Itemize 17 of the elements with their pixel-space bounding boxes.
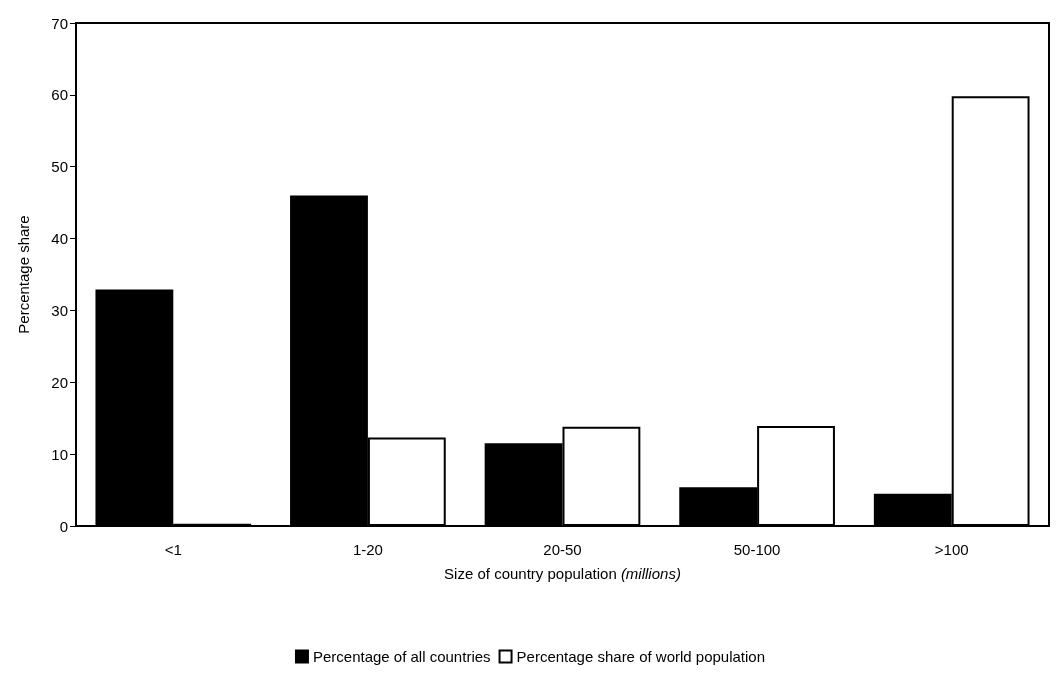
y-tick-label: 30	[51, 301, 68, 319]
legend-label: Percentage of all countries	[312, 648, 491, 665]
y-tick-label: 20	[51, 373, 68, 391]
x-tick-label: 20-50	[543, 541, 582, 558]
y-tick-label: 60	[51, 86, 68, 104]
x-tick-label: 1-20	[352, 541, 383, 558]
x-tick-label: >100	[934, 541, 969, 558]
x-tick-label: 50-100	[733, 541, 781, 558]
y-tick-label: 40	[51, 230, 68, 248]
y-tick-label: 10	[51, 445, 68, 463]
y-axis-title: Percentage share	[15, 215, 32, 334]
legend-label: Percentage share of world population	[516, 648, 766, 665]
y-tick-label: 70	[51, 14, 68, 32]
y-tick-label: 50	[51, 158, 68, 176]
y-tick-label: 0	[59, 517, 68, 535]
x-axis-title: Size of country population (millions)	[444, 565, 681, 582]
x-tick-label: <1	[164, 541, 182, 558]
